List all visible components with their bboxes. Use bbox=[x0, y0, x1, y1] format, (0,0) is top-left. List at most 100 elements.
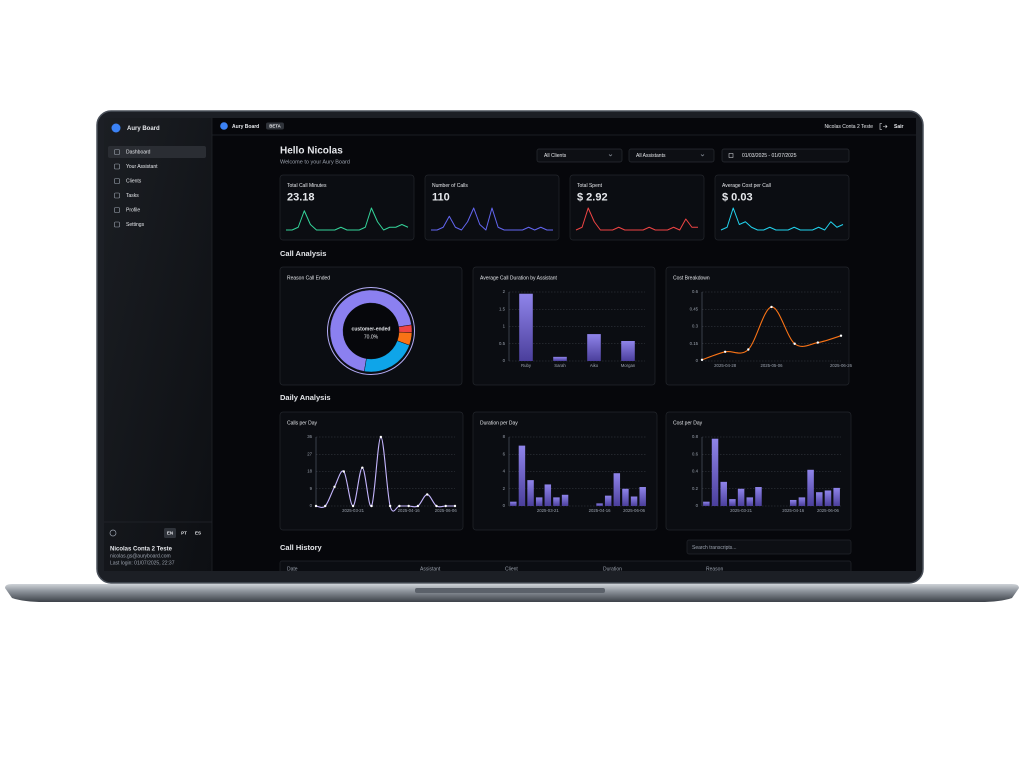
nav-active[interactable] bbox=[108, 146, 206, 158]
donut-slice bbox=[329, 289, 412, 372]
x-tick-label: 2025-04-16 bbox=[589, 508, 612, 513]
point bbox=[444, 504, 447, 508]
nav-icon bbox=[114, 163, 120, 170]
bar bbox=[729, 499, 736, 506]
kpi-label: Number of Calls bbox=[432, 183, 468, 189]
x-tick-label: 2025-06-06 bbox=[623, 508, 646, 513]
topbar-brand: Aury Board bbox=[232, 124, 259, 130]
section-title: Call Analysis bbox=[280, 249, 326, 258]
point bbox=[379, 435, 383, 439]
sidebar bbox=[104, 118, 212, 571]
y-tick-label: 0.45 bbox=[690, 306, 699, 311]
y-tick-label: 0 bbox=[696, 503, 699, 508]
point bbox=[351, 504, 355, 508]
column-header: Date bbox=[287, 566, 298, 572]
calendar-icon bbox=[728, 153, 734, 158]
y-tick-label: 1.5 bbox=[499, 306, 506, 311]
point bbox=[314, 504, 318, 508]
bar bbox=[824, 490, 832, 506]
nav-item[interactable]: Tasks bbox=[126, 193, 139, 199]
x-tick-label: Aiko bbox=[590, 363, 599, 368]
point bbox=[453, 504, 457, 508]
y-tick-label: 0 bbox=[310, 503, 313, 508]
x-tick-label: 2025-06-06 bbox=[435, 508, 458, 513]
bar bbox=[553, 497, 560, 506]
nav-icon bbox=[114, 149, 120, 155]
chart-title: Reason Call Ended bbox=[287, 275, 330, 281]
globe-icon[interactable] bbox=[109, 529, 117, 537]
y-tick-label: 0.3 bbox=[692, 324, 699, 329]
nav-item[interactable]: Clients bbox=[126, 179, 142, 185]
x-tick-label: 2025-04-16 bbox=[398, 508, 421, 513]
nav-item[interactable]: Your Assistant bbox=[126, 164, 158, 170]
bar bbox=[553, 356, 567, 361]
donut-halo bbox=[327, 287, 415, 375]
bar bbox=[789, 499, 797, 506]
donut-label: customer-ended bbox=[352, 326, 391, 332]
logout[interactable]: Sair bbox=[894, 124, 904, 130]
chart-title: Cost per Day bbox=[673, 420, 703, 426]
chart-card bbox=[665, 266, 850, 386]
chevron bbox=[700, 154, 705, 157]
beta-badge bbox=[266, 122, 284, 130]
search-placeholder: Search transcripts... bbox=[692, 545, 736, 551]
y-tick-label: 0 bbox=[503, 503, 506, 508]
chart-title: Calls per Day bbox=[287, 420, 318, 426]
point bbox=[398, 504, 401, 508]
nav-item[interactable]: Profile bbox=[126, 208, 140, 214]
logo bbox=[111, 123, 121, 133]
kpi-card bbox=[424, 174, 560, 241]
screen: Aury Board Dashboard Your Assistant Client… bbox=[104, 118, 916, 572]
chart-card bbox=[279, 411, 464, 531]
lang-label: PT bbox=[181, 530, 187, 535]
kpi-label: Total Spent bbox=[577, 183, 603, 189]
welcome: Welcome to your Aury Board bbox=[280, 159, 350, 165]
nav-item[interactable]: Dashboard bbox=[126, 150, 151, 156]
y-tick-label: 1 bbox=[503, 324, 506, 329]
point bbox=[747, 348, 750, 351]
y-tick-label: 9 bbox=[310, 486, 313, 491]
search-box[interactable] bbox=[686, 539, 852, 555]
x-tick-label: 2025-03-21 bbox=[342, 508, 365, 513]
filter[interactable] bbox=[721, 148, 850, 163]
bar bbox=[613, 473, 621, 506]
nav-item[interactable]: Settings bbox=[126, 222, 145, 228]
bar bbox=[816, 492, 823, 506]
y-tick-label: 6 bbox=[503, 451, 506, 456]
chevron bbox=[608, 154, 613, 157]
chart-title: Average Call Duration by Assistant bbox=[480, 275, 558, 281]
x-tick-label: Morgan bbox=[621, 363, 636, 368]
y-tick-label: 0.6 bbox=[692, 451, 699, 456]
chart-title: Cost Breakdown bbox=[673, 275, 710, 281]
brand: Aury Board bbox=[127, 126, 160, 132]
bar bbox=[587, 334, 601, 361]
point bbox=[793, 342, 796, 345]
bar bbox=[703, 501, 710, 506]
kpi-cards: Total Call Minutes 23.18 Number of Calls 11… bbox=[279, 174, 850, 241]
kpi-value: $ 0.03 bbox=[722, 191, 753, 203]
filter[interactable] bbox=[628, 148, 715, 163]
x-tick-label: 2025-03-21 bbox=[537, 508, 560, 513]
logout-icon[interactable] bbox=[879, 123, 888, 130]
kpi-label: Total Call Minutes bbox=[287, 183, 327, 189]
lang-label: ES bbox=[195, 530, 201, 535]
filter-label: 01/03/2025 - 01/07/2025 bbox=[742, 153, 797, 159]
bar bbox=[621, 340, 635, 361]
y-tick-label: 0.2 bbox=[692, 486, 699, 491]
lang-button[interactable] bbox=[164, 528, 176, 538]
filter[interactable] bbox=[536, 148, 623, 163]
point bbox=[435, 504, 438, 508]
point bbox=[723, 350, 727, 353]
filters: All Clients All Assistants 01/03/2025 - 01… bbox=[536, 148, 850, 163]
y-tick-label: 2 bbox=[503, 289, 506, 294]
y-tick-label: 0.15 bbox=[690, 341, 699, 346]
y-tick-label: 18 bbox=[307, 469, 312, 474]
donut-slice bbox=[398, 324, 413, 333]
account-name: Nicolas Conta 2 Teste bbox=[824, 124, 873, 130]
point bbox=[388, 504, 392, 508]
bar bbox=[807, 469, 814, 506]
nav-icon bbox=[114, 178, 120, 184]
bar bbox=[630, 496, 638, 506]
y-tick-label: 0.8 bbox=[692, 434, 699, 439]
